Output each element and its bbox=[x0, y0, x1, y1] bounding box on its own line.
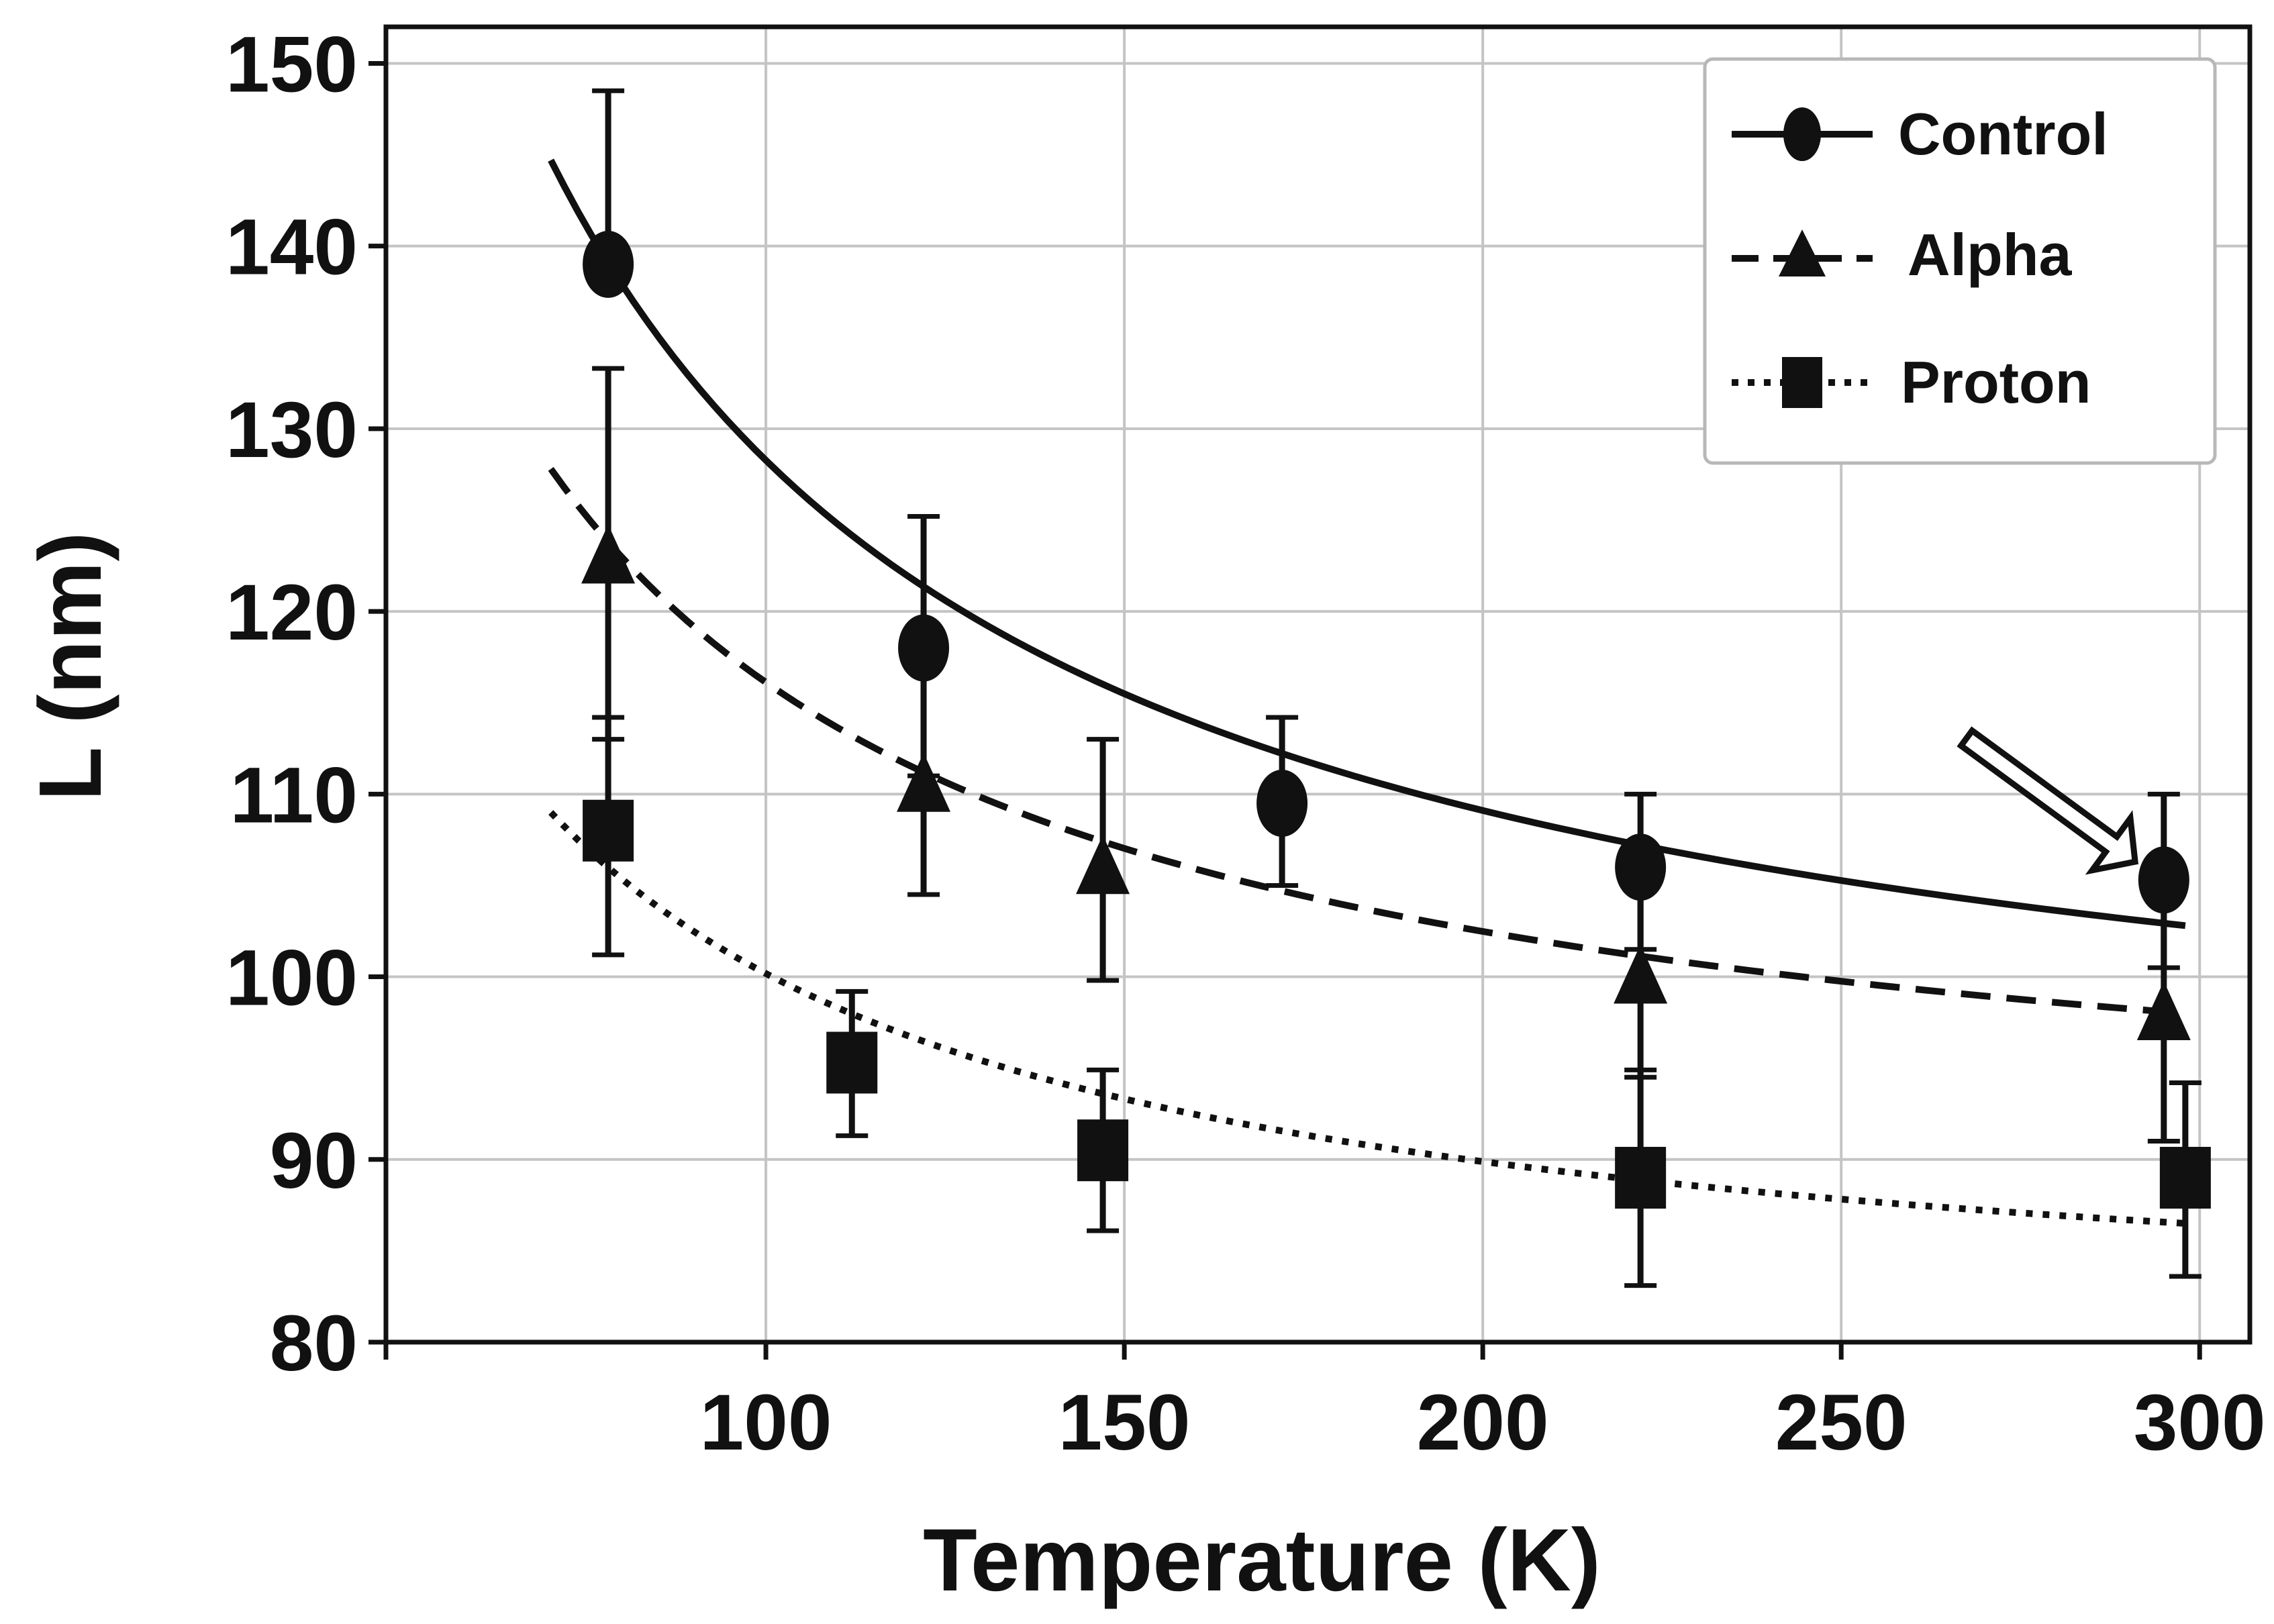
y-tick-label: 150 bbox=[226, 20, 358, 109]
legend: Control Alpha Proton bbox=[1703, 57, 2217, 465]
x-tick-label: 300 bbox=[2134, 1378, 2266, 1467]
data-point-control bbox=[1256, 769, 1308, 837]
x-tick-label: 200 bbox=[1417, 1378, 1549, 1467]
x-tick-label: 100 bbox=[700, 1378, 832, 1467]
data-markers bbox=[581, 230, 2211, 1209]
data-point-proton bbox=[583, 799, 634, 862]
data-point-proton bbox=[1615, 1147, 1667, 1209]
data-point-proton bbox=[826, 1031, 878, 1094]
data-point-control bbox=[2138, 846, 2189, 914]
legend-marker-proton bbox=[1782, 357, 1822, 408]
data-point-proton bbox=[1077, 1119, 1129, 1182]
y-tick-label: 100 bbox=[226, 934, 358, 1023]
fit-curve-control bbox=[548, 158, 2186, 929]
x-tick-label: 250 bbox=[1775, 1378, 1908, 1467]
data-point-control bbox=[1615, 833, 1667, 901]
data-point-alpha bbox=[2136, 981, 2191, 1040]
data-point-control bbox=[583, 230, 634, 298]
data-point-control bbox=[898, 614, 950, 682]
y-tick-label: 130 bbox=[226, 386, 358, 474]
data-point-alpha bbox=[897, 752, 951, 812]
fit-curve-proton bbox=[548, 810, 2186, 1227]
y-tick-label: 90 bbox=[270, 1117, 358, 1205]
data-point-alpha bbox=[581, 524, 636, 584]
y-tick-label: 80 bbox=[270, 1299, 358, 1388]
y-tick-label: 120 bbox=[226, 568, 358, 657]
y-axis-title: L (nm) bbox=[21, 532, 119, 801]
legend-marker-alpha bbox=[1779, 230, 1826, 276]
legend-label-control: Control bbox=[1898, 101, 2108, 167]
fit-curve-alpha bbox=[548, 466, 2186, 1017]
y-tick-label: 110 bbox=[230, 751, 358, 840]
axes bbox=[368, 24, 2253, 1360]
data-point-alpha bbox=[1614, 944, 1668, 1004]
plot-frame bbox=[383, 24, 2253, 1345]
x-tick-label: 150 bbox=[1058, 1378, 1191, 1467]
legend-marker-control bbox=[1783, 107, 1821, 161]
legend-label-proton: Proton bbox=[1901, 349, 2091, 415]
annotation-arrow bbox=[1957, 726, 2139, 875]
legend-box bbox=[1703, 57, 2217, 465]
y-tick-label: 140 bbox=[226, 203, 358, 292]
annotations bbox=[1957, 726, 2139, 875]
tick-labels: 100 150 200 250 300 80 90 100 110 120 130 140 150 bbox=[226, 20, 2266, 1467]
legend-label-alpha: Alpha bbox=[1908, 221, 2073, 288]
x-axis-title: Temperature (K) bbox=[923, 1511, 1601, 1609]
data-point-alpha bbox=[1076, 835, 1130, 895]
data-point-proton bbox=[2159, 1147, 2211, 1209]
fit-curves bbox=[548, 158, 2186, 1227]
